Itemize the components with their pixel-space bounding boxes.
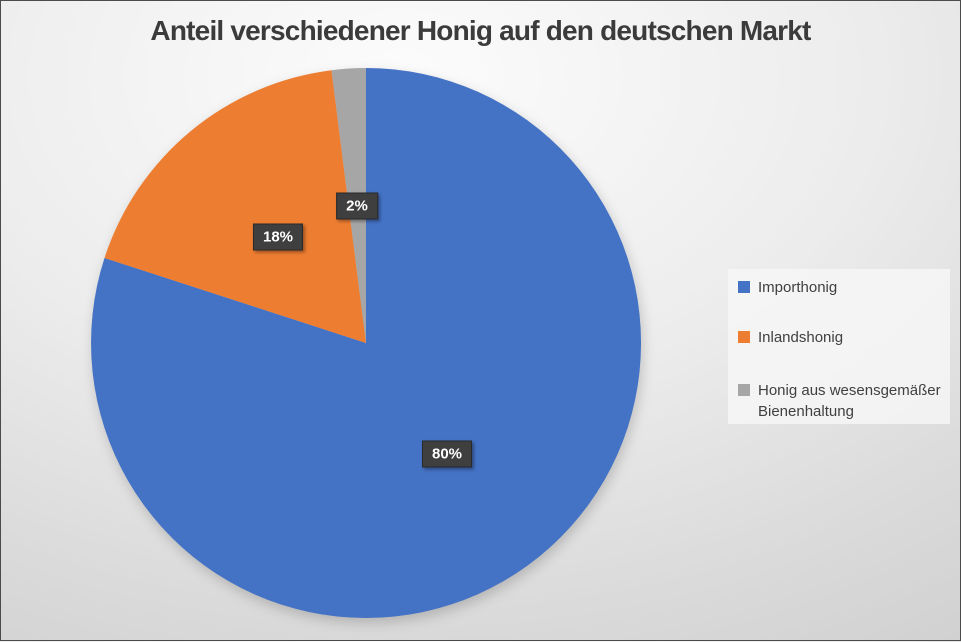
chart-title: Anteil verschiedener Honig auf den deuts…: [150, 15, 811, 46]
data-label-importhonig: 80%: [421, 440, 473, 468]
legend-swatch-importhonig: [738, 281, 750, 293]
legend-label-inlandshonig: Inlandshonig: [758, 329, 844, 346]
legend-item-inlandshonig: Inlandshonig: [738, 327, 946, 348]
data-label-inlandshonig: 18%: [252, 223, 304, 251]
legend-item-importhonig: Importhonig: [738, 277, 946, 298]
pie-slice-inlandshonig: [104, 70, 366, 343]
legend-swatch-inlandshonig: [738, 331, 750, 343]
legend-label-honig-aus-wesensgem-er-bienenhaltung: Honig aus wesensgemäßer Bienenhaltung: [758, 382, 941, 420]
legend-swatch-honig-aus-wesensgem-er-bienenhaltung: [738, 384, 750, 396]
legend: Importhonig Inlandshonig Honig aus wesensg…: [728, 269, 950, 424]
legend-item-honig-aus-wesensgem-er-bienenhaltung: Honig aus wesensgemäßer Bienenhaltung: [738, 380, 946, 422]
legend-label-importhonig: Importhonig: [758, 279, 838, 296]
data-label-honig-aus-wesensgem-er-bienenhaltung: 2%: [336, 192, 378, 220]
pie-slice-importhonig: [91, 68, 642, 618]
